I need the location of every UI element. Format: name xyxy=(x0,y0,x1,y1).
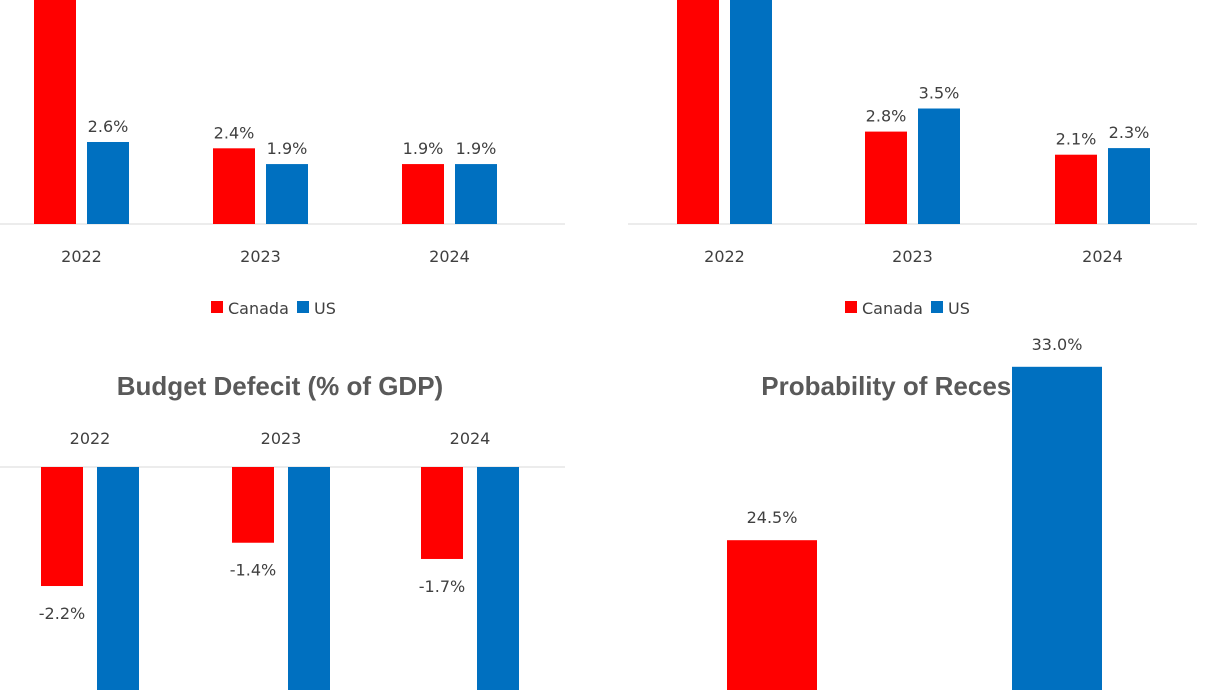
data-label-bar-us-2024: 2.3% xyxy=(1109,123,1150,142)
bar-canada-2022 xyxy=(677,0,719,224)
bar-us-2022 xyxy=(87,141,129,224)
legend-swatch-us xyxy=(297,301,309,313)
data-label-bar-canada-2024: 2.1% xyxy=(1056,130,1097,149)
legend-label-us: US xyxy=(948,299,970,318)
bar-canada xyxy=(727,540,817,690)
bar-canada-2023 xyxy=(865,131,907,224)
tick-label-2024: 2024 xyxy=(1082,247,1123,266)
bar-canada-2024 xyxy=(1055,154,1097,224)
bar-us-2023 xyxy=(918,108,960,224)
bar-canada-2022 xyxy=(34,0,76,224)
tick-label-2022: 2022 xyxy=(704,247,745,266)
bar-canada-2024 xyxy=(421,467,463,559)
data-label-canada: 24.5% xyxy=(747,508,798,527)
chart-top-right: 2022 2023 2024 2.8% 2.1% 3.5% 2.3% Canada US xyxy=(628,0,1197,318)
legend-label-canada: Canada xyxy=(228,299,289,318)
data-label-bar-canada-2023: 2.8% xyxy=(866,107,907,126)
legend-swatch-us xyxy=(931,301,943,313)
tick-label-2024: 2024 xyxy=(429,247,470,266)
data-label-bar-us-2024: 1.9% xyxy=(456,139,497,158)
data-label-bar-canada-2024: 1.9% xyxy=(403,139,444,158)
tick-label-2022: 2022 xyxy=(61,247,102,266)
legend-swatch-canada xyxy=(845,301,857,313)
tick-label-2023: 2023 xyxy=(261,429,302,448)
chart-title: Budget Defecit (% of GDP) xyxy=(117,371,443,401)
chart-budget-deficit: Budget Defecit (% of GDP) 2022 2023 2024 -2.… xyxy=(0,371,565,690)
tick-label-2023: 2023 xyxy=(892,247,933,266)
bar-us-2023 xyxy=(288,467,330,690)
bar-us-2022 xyxy=(97,467,139,690)
data-label-bar-us-2023: 3.5% xyxy=(919,84,960,103)
legend-label-canada: Canada xyxy=(862,299,923,318)
bar-us xyxy=(1012,366,1102,690)
bar-us-2024 xyxy=(477,467,519,690)
bar-us-2023 xyxy=(266,164,308,224)
bar-us-2022 xyxy=(730,0,772,224)
legend-label-us: US xyxy=(314,299,336,318)
legend-swatch-canada xyxy=(211,301,223,313)
tick-label-2024: 2024 xyxy=(450,429,491,448)
bar-canada-2022 xyxy=(41,467,83,587)
bar-canada-2024 xyxy=(402,164,444,224)
bar-us-2024 xyxy=(455,164,497,224)
data-label-bar-canada-2024: -1.7% xyxy=(419,577,465,596)
data-label-bar-canada-2022: -2.2% xyxy=(39,604,85,623)
bar-canada-2023 xyxy=(213,148,255,224)
data-label-bar-us-2022: 2.6% xyxy=(88,117,129,136)
legend: Canada US xyxy=(211,299,336,318)
tick-label-2022: 2022 xyxy=(70,429,111,448)
legend: Canada US xyxy=(845,299,970,318)
data-label-us: 33.0% xyxy=(1032,335,1083,354)
bar-canada-2023 xyxy=(232,467,274,543)
chart-top-left: 2022 2023 2024 2.4% 1.9% 2.6% 1.9% 1.9% Canada US xyxy=(0,0,565,318)
data-label-bar-canada-2023: -1.4% xyxy=(230,561,276,580)
bar-us-2024 xyxy=(1108,148,1150,224)
data-label-bar-canada-2023: 2.4% xyxy=(214,123,255,142)
tick-label-2023: 2023 xyxy=(240,247,281,266)
data-label-bar-us-2023: 1.9% xyxy=(267,139,308,158)
